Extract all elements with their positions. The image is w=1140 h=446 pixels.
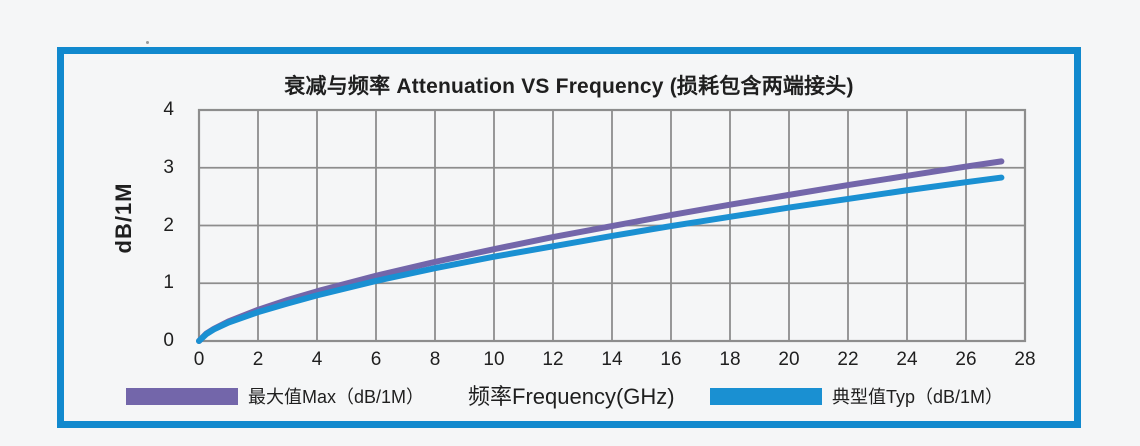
legend-item-max: 最大值Max（dB/1M） xyxy=(126,383,424,409)
x-tick-label: 12 xyxy=(542,349,564,370)
y-tick-label: 0 xyxy=(163,330,174,351)
x-tick-label: 18 xyxy=(719,349,741,370)
y-tick-label: 3 xyxy=(163,156,174,178)
x-tick-label: 16 xyxy=(660,349,682,370)
legend-label-max: 最大值Max（dB/1M） xyxy=(248,387,425,407)
plot-border xyxy=(197,108,1027,343)
legend-label-typ: 典型值Typ（dB/1M） xyxy=(832,387,1004,407)
x-tick-label: 4 xyxy=(311,349,323,370)
x-tick-label: 14 xyxy=(601,349,623,370)
y-axis-title: dB/1M xyxy=(111,182,136,254)
legend-swatch-typ xyxy=(710,387,822,405)
x-tick-label: 2 xyxy=(252,349,264,370)
x-tick-label: 24 xyxy=(896,349,918,370)
x-tick-label: 28 xyxy=(1014,349,1036,370)
legend-item-typ: 典型值Typ（dB/1M） xyxy=(710,383,1003,409)
series-line-typ xyxy=(196,174,1005,344)
x-tick-label: 20 xyxy=(778,349,800,370)
x-tick-label: 22 xyxy=(837,349,859,370)
dust-speck xyxy=(146,41,149,44)
x-axis-title: 频率Frequency(GHz) xyxy=(468,384,675,409)
x-tick-label: 8 xyxy=(429,349,441,370)
legend-swatch-max xyxy=(126,387,238,405)
series-line-max xyxy=(196,158,1005,344)
y-tick-label: 4 xyxy=(163,99,174,120)
y-tick-label: 2 xyxy=(163,214,174,236)
chart-frame xyxy=(57,47,1081,428)
y-tick-label: 1 xyxy=(163,272,174,294)
x-tick-label: 0 xyxy=(193,349,205,370)
x-tick-label: 6 xyxy=(370,349,382,370)
x-tick-label: 10 xyxy=(483,349,505,370)
x-tick-label: 26 xyxy=(955,349,977,370)
chart-title: 衰减与频率 Attenuation VS Frequency (损耗包含两端接头… xyxy=(284,75,854,98)
